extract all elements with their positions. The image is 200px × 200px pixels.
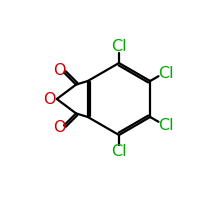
Text: Cl: Cl <box>158 66 174 80</box>
Text: O: O <box>43 92 55 106</box>
Text: Cl: Cl <box>111 144 127 158</box>
Text: O: O <box>53 63 65 78</box>
Text: Cl: Cl <box>158 117 174 132</box>
Text: O: O <box>53 120 65 135</box>
Text: Cl: Cl <box>111 39 127 54</box>
